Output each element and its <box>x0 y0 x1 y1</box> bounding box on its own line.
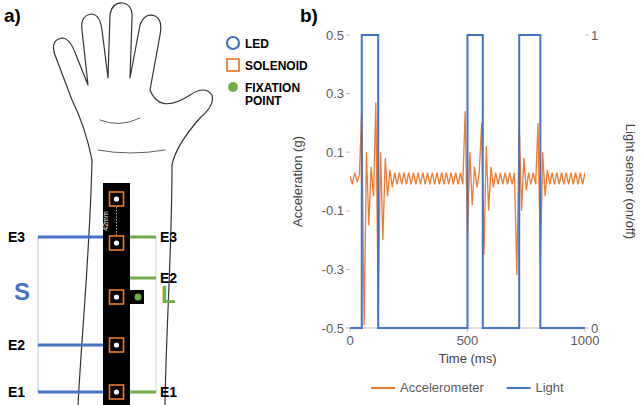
fixation-point <box>135 294 142 301</box>
spacing-line <box>116 207 117 235</box>
group-label: L <box>161 281 176 308</box>
electrode-label: E1 <box>8 384 25 400</box>
legend-entry: Light <box>506 380 564 395</box>
solenoid <box>110 236 124 250</box>
legend-label: Light <box>535 380 564 395</box>
y-tick-label: 0.5 <box>326 28 344 43</box>
y2-axis-title: Light sensor (on/off) <box>623 124 638 239</box>
group-bracket <box>37 237 38 392</box>
electrode-line <box>130 277 156 280</box>
electrode-line <box>130 236 156 239</box>
led <box>114 294 119 299</box>
group-bracket <box>155 237 156 392</box>
group-label: S <box>14 278 30 305</box>
legend-label: SOLENOID <box>245 59 308 73</box>
legend-label-line: POINT <box>245 94 282 108</box>
strip <box>103 183 130 405</box>
electrode-line <box>38 236 103 239</box>
fixation-tab <box>130 290 144 304</box>
led <box>114 389 119 394</box>
series-line <box>350 35 585 328</box>
x-tick-label: 0 <box>346 333 353 348</box>
y-tick <box>346 93 350 94</box>
legend-icon <box>227 37 239 49</box>
legend-label: Accelerometer <box>400 380 484 395</box>
legend-icon <box>227 59 239 71</box>
axes: 050010000.50.30.1-0.1-0.3-0.501Accelerat… <box>290 28 638 367</box>
panel-label: a) <box>4 5 21 26</box>
legend-entry: Accelerometer <box>371 380 484 395</box>
figure: a)E3E2E1SE3E2E1L42mmLEDSOLENOIDFIXATIONP… <box>0 0 644 405</box>
legend-swatch <box>506 387 530 389</box>
x-tick-label: 500 <box>457 333 479 348</box>
y-tick <box>346 35 350 36</box>
electrode-label: E2 <box>8 337 25 353</box>
spacing-label: 42mm <box>102 211 109 231</box>
electrode-line <box>38 391 103 394</box>
y2-tick-label: 0 <box>591 321 598 336</box>
electrode-label: E3 <box>8 229 25 245</box>
legend-label: LED <box>245 37 269 51</box>
y-tick-label: -0.1 <box>322 203 344 218</box>
y2-tick-label: 1 <box>591 28 598 43</box>
solenoid <box>110 290 124 304</box>
y-tick-label: 0.3 <box>326 86 344 101</box>
y-tick <box>346 328 350 329</box>
led <box>114 240 119 245</box>
legend-label-line: FIXATION <box>245 81 300 95</box>
electrode-line <box>130 391 156 394</box>
led <box>114 342 119 347</box>
y-tick-label: 0.1 <box>326 145 344 160</box>
y-tick <box>346 152 350 153</box>
y2-tick <box>585 328 589 329</box>
arm-left-edge <box>78 160 92 405</box>
hand-outline <box>54 3 213 165</box>
plot-area <box>350 35 585 328</box>
device-strip: 42mm <box>102 183 144 405</box>
chart-legend: Accelerometer Light <box>371 380 564 395</box>
y-tick-label: -0.3 <box>322 262 344 277</box>
electrode-label: E3 <box>160 229 177 245</box>
electrode-group: E3E2E1L <box>130 229 177 400</box>
solenoid <box>110 338 124 352</box>
electrode-label: E1 <box>160 384 177 400</box>
y-tick <box>346 269 350 270</box>
palm-crease <box>100 118 140 124</box>
y-axis-title: Acceleration (g) <box>290 136 305 227</box>
diagram-legend: LED SOLENOID FIXATIONPOINT <box>227 37 308 108</box>
y-tick-label: -0.5 <box>322 321 344 336</box>
solenoid <box>110 385 124 399</box>
electrode-group: E3 E2 E1 S <box>8 229 103 400</box>
panel-label: b) <box>300 5 318 26</box>
electrode-line <box>38 344 103 347</box>
y2-tick <box>585 35 589 36</box>
legend-swatch <box>371 387 395 389</box>
solenoid <box>110 192 124 206</box>
wrist-crease <box>98 150 165 153</box>
y-tick <box>346 210 350 211</box>
led <box>114 196 119 201</box>
x-axis-title: Time (ms) <box>438 351 496 366</box>
legend-icon <box>228 82 238 92</box>
legend-label: FIXATIONPOINT <box>245 81 300 108</box>
